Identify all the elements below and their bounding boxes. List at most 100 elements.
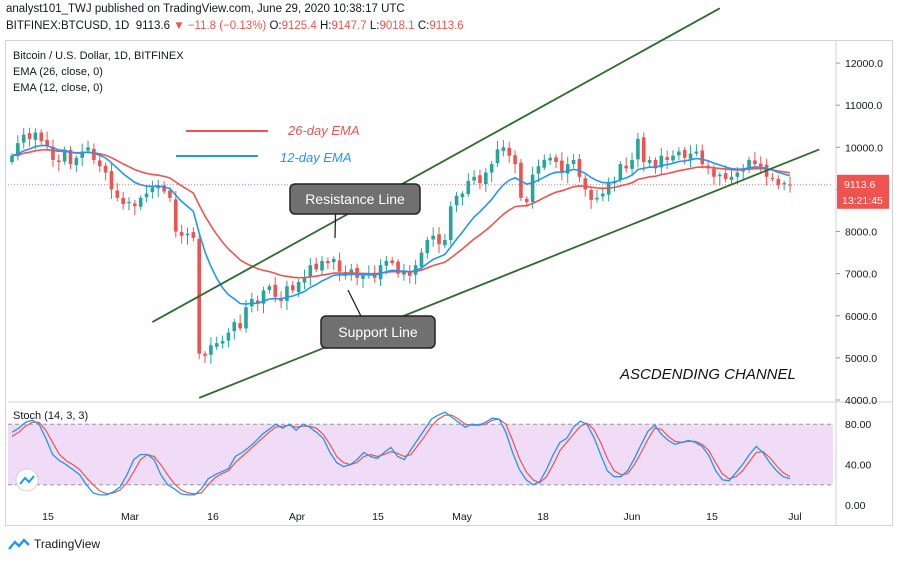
candle-body <box>267 286 272 290</box>
candle-body <box>583 178 588 190</box>
candle-body <box>337 260 342 272</box>
candle-body <box>694 151 699 154</box>
candle-body <box>536 166 541 174</box>
candle-body <box>109 171 114 190</box>
candle-body <box>144 193 149 198</box>
author[interactable]: analyst101_TWJ <box>6 3 92 15</box>
candle-body <box>45 139 49 146</box>
candle-body <box>554 157 558 163</box>
candle-body <box>484 172 488 185</box>
candle-body <box>16 143 20 157</box>
candle-body <box>326 261 330 264</box>
candle-body <box>361 275 365 279</box>
candle-body <box>273 284 278 297</box>
stoch-tick-label: 40.00 <box>845 460 871 472</box>
candle-body <box>729 176 734 180</box>
chart-frame <box>5 40 893 526</box>
candle-body <box>530 174 535 203</box>
x-tick-label: 15 <box>706 511 718 523</box>
candle-body <box>302 277 307 283</box>
candle-body <box>10 155 14 163</box>
chart-title: Bitcoin / U.S. Dollar, 1D, BITFINEX <box>13 50 184 62</box>
candle-body <box>712 168 716 177</box>
candle-body <box>168 190 172 198</box>
price-tick-label: 6000.0 <box>845 311 877 323</box>
candle-body <box>285 286 289 302</box>
candle-body <box>331 258 336 263</box>
candle-body <box>425 239 430 254</box>
candle-body <box>606 183 611 195</box>
price-tag-box <box>837 174 889 209</box>
candle-body <box>115 190 120 198</box>
candle-body <box>659 155 664 168</box>
candle-body <box>636 138 640 160</box>
candle-body <box>296 282 301 293</box>
candle-body <box>501 147 506 151</box>
candle-body <box>758 163 763 167</box>
support-callout-label: Support Line <box>338 324 418 340</box>
candle-body <box>770 177 775 179</box>
candle-body <box>747 159 751 170</box>
candle-body <box>495 149 500 164</box>
candle-body <box>489 164 494 173</box>
candle-body <box>641 137 646 163</box>
candle-body <box>33 132 38 140</box>
candle-body <box>653 159 658 169</box>
ohlc-bar: BITFINEX:BTCUSD, 1D 9113.6 ▼ −11.8 (−0.1… <box>6 20 464 32</box>
x-tick-label: May <box>452 511 473 523</box>
price-tick-label: 4000.0 <box>845 395 877 407</box>
candle-body <box>776 178 781 186</box>
candle-body <box>62 151 67 162</box>
candle-body <box>589 189 593 200</box>
candle-body <box>179 232 184 236</box>
candle-body <box>396 261 400 274</box>
resistance-callout-pointer <box>334 213 337 239</box>
x-tick-label: Jul <box>788 511 801 523</box>
candle-body <box>390 260 395 264</box>
price-tick-label: 10000.0 <box>845 142 883 154</box>
tradingview-logo-icon <box>8 538 30 550</box>
stoch-legend: Stoch (14, 3, 3) <box>13 410 88 422</box>
candle-body <box>624 165 629 169</box>
stoch-d-line <box>11 414 791 495</box>
candle-body <box>27 133 32 139</box>
support-trendline <box>198 148 820 399</box>
tradingview-footer[interactable]: TradingView <box>8 537 100 551</box>
candle-body <box>402 271 406 275</box>
candle-body <box>782 183 786 185</box>
candle-body <box>150 187 155 193</box>
candle-body <box>407 271 412 276</box>
x-tick-label: 15 <box>42 511 54 523</box>
candle-body <box>68 149 73 165</box>
candle-body <box>173 199 178 232</box>
resistance-trendline <box>151 7 721 323</box>
candle-body <box>121 197 125 205</box>
candle-body <box>92 148 96 160</box>
candle-body <box>513 155 517 165</box>
publish-info: analyst101_TWJ published on TradingView.… <box>6 3 405 15</box>
low-value: 9018.1 <box>379 20 415 32</box>
candle-body <box>431 235 435 240</box>
candle-body <box>232 322 237 332</box>
candle-body <box>478 175 482 184</box>
candle-body <box>507 147 512 156</box>
candle-body <box>565 164 570 174</box>
ema12-legend: EMA (12, close, 0) <box>13 82 103 94</box>
candle-body <box>671 155 675 161</box>
price-tick-label: 7000.0 <box>845 269 877 281</box>
candle-body <box>191 232 196 238</box>
candle-body <box>203 353 207 356</box>
candle-body <box>378 265 383 280</box>
candle-body <box>595 197 599 200</box>
candle-body <box>618 164 623 180</box>
candle-body <box>56 160 61 163</box>
candle-body <box>103 165 108 173</box>
x-tick-label: 18 <box>537 511 549 523</box>
candle-body <box>314 263 318 270</box>
channel-annotation: ASCDENDING CHANNEL <box>619 366 796 383</box>
symbol-label: BITFINEX:BTCUSD, 1D <box>6 20 130 32</box>
candle-body <box>74 157 79 166</box>
candle-body <box>238 323 242 329</box>
candle-body <box>460 193 465 198</box>
